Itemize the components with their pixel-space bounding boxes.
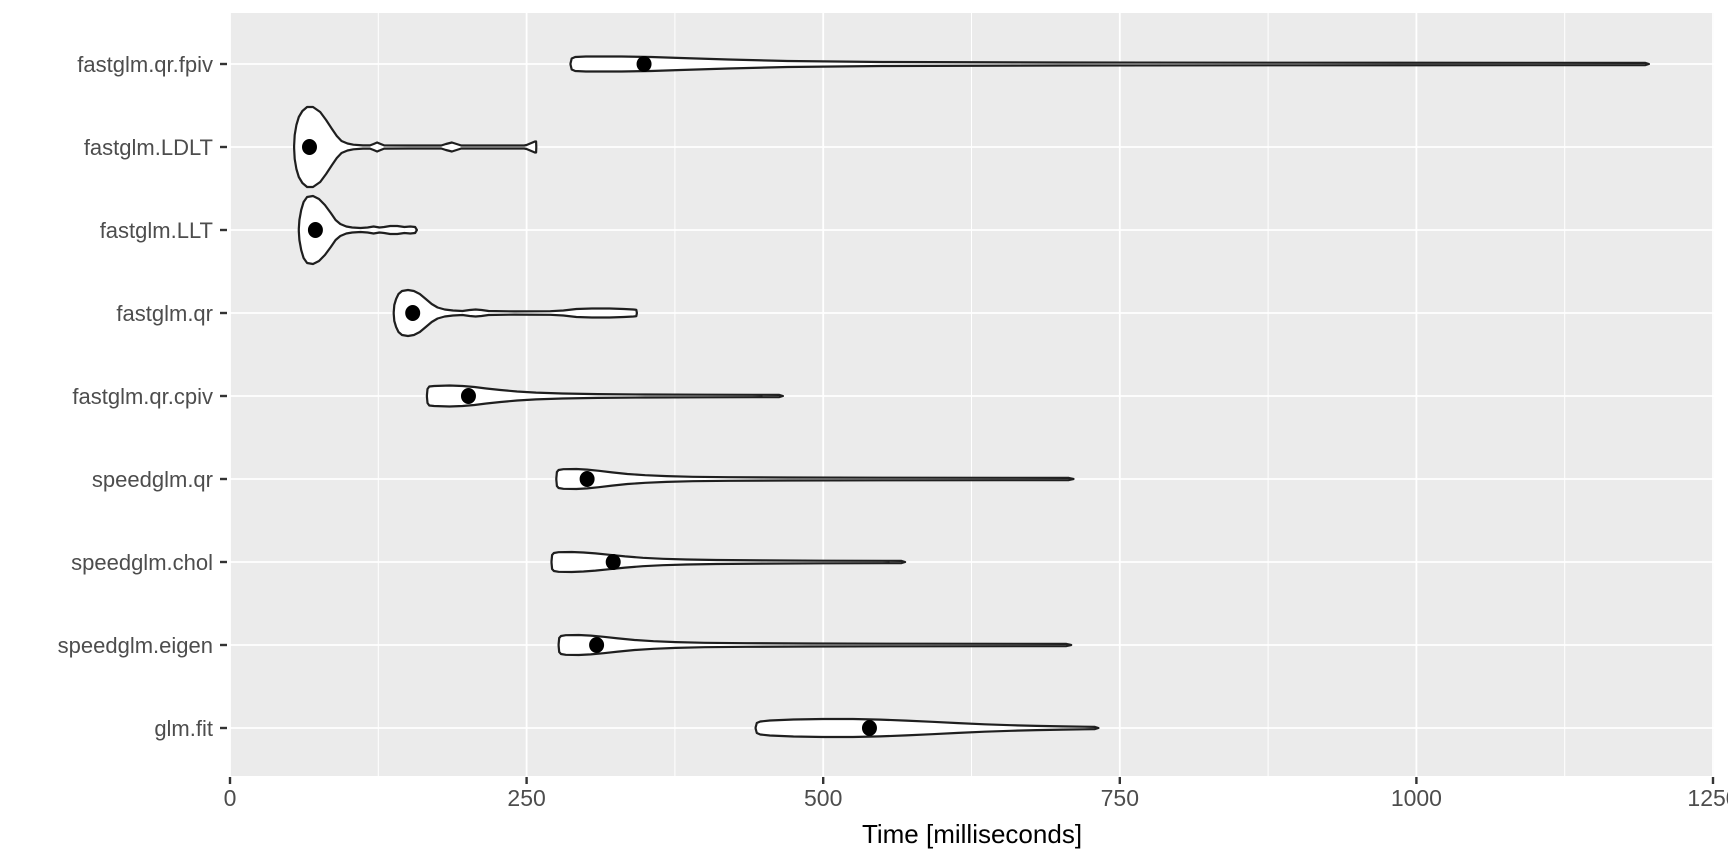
violin-speedglm.qr: [555, 467, 1075, 491]
median-dot-fastglm.LLT: [307, 222, 323, 238]
x-tick-label-750: 750: [1101, 785, 1139, 811]
category-label-speedglm.chol: speedglm.chol: [71, 550, 213, 575]
x-axis-title: Time [milliseconds]: [861, 819, 1083, 849]
category-label-fastglm.qr.fpiv: fastglm.qr.fpiv: [77, 52, 213, 77]
median-dot-fastglm.LDLT: [301, 139, 317, 155]
category-label-fastglm.qr.cpiv: fastglm.qr.cpiv: [72, 384, 213, 409]
median-dot-fastglm.qr.cpiv: [460, 388, 476, 404]
violin-fastglm.LDLT: [293, 105, 538, 189]
median-dot-speedglm.eigen: [589, 637, 605, 653]
category-label-glm.fit: glm.fit: [154, 716, 213, 741]
category-label-fastglm.qr: fastglm.qr: [116, 301, 213, 326]
median-dot-fastglm.qr.fpiv: [636, 56, 652, 72]
category-label-fastglm.LDLT: fastglm.LDLT: [84, 135, 213, 160]
x-tick-label-250: 250: [507, 785, 545, 811]
median-dot-speedglm.chol: [605, 554, 621, 570]
violin-speedglm.chol: [550, 550, 907, 574]
x-tick-label-0: 0: [224, 785, 237, 811]
violin-fastglm.qr.cpiv: [425, 384, 785, 408]
median-dot-glm.fit: [861, 720, 877, 736]
violin-glm.fit: [754, 717, 1100, 739]
x-tick-label-1250: 1250: [1687, 785, 1728, 811]
median-dot-fastglm.qr: [405, 305, 421, 321]
x-tick-label-1000: 1000: [1391, 785, 1442, 811]
x-tick-label-500: 500: [804, 785, 842, 811]
category-label-speedglm.qr: speedglm.qr: [92, 467, 213, 492]
violin-fastglm.LLT: [297, 194, 418, 266]
category-label-speedglm.eigen: speedglm.eigen: [58, 633, 213, 658]
violin-fastglm.qr: [392, 288, 639, 338]
violin-speedglm.eigen: [557, 633, 1073, 657]
category-label-fastglm.LLT: fastglm.LLT: [100, 218, 213, 243]
median-dot-speedglm.qr: [579, 471, 595, 487]
